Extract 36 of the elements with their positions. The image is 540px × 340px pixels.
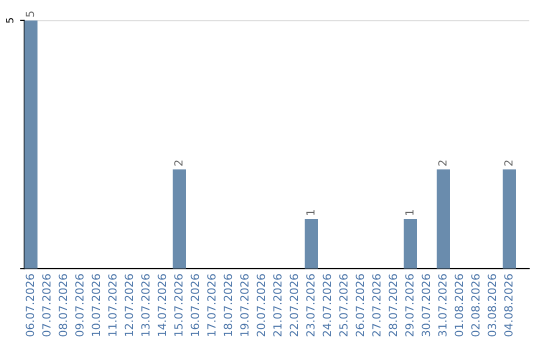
data-label: 2 [504, 160, 512, 166]
x-tick-label: 20.07.2026 [256, 274, 266, 336]
x-tick-label: 21.07.2026 [273, 274, 282, 336]
x-tick-label: 04.08.2026 [504, 274, 513, 336]
x-tick-label: 27.07.2026 [372, 274, 381, 336]
x-tick-label: 29.07.2026 [405, 274, 414, 336]
x-tick-label: 17.07.2026 [207, 274, 216, 336]
x-tick-label: 11.07.2026 [108, 274, 117, 336]
data-label: 2 [174, 160, 182, 166]
x-tick-label: 01.08.2026 [454, 274, 464, 336]
x-tick-label: 19.07.2026 [240, 274, 249, 336]
x-tick-label: 07.07.2026 [42, 274, 51, 336]
x-tick-label: 02.08.2026 [471, 274, 480, 336]
x-tick-label: 10.07.2026 [92, 274, 100, 336]
x-tick-label: 25.07.2026 [339, 274, 348, 336]
x-tick-label: 24.07.2026 [322, 274, 332, 336]
x-tick-label: 12.07.2026 [124, 274, 134, 336]
x-tick-label: 13.07.2026 [141, 274, 150, 336]
data-label: 5 [26, 12, 34, 17]
data-label: 2 [438, 160, 446, 166]
x-tick-label: 31.07.2026 [438, 274, 447, 336]
x-tick-label: 18.07.2026 [224, 274, 232, 336]
x-tick-label: 23.07.2026 [306, 274, 315, 336]
x-tick-label: 09.07.2026 [75, 274, 84, 336]
x-tick-label: 06.07.2026 [26, 274, 34, 336]
x-tick-label: 08.07.2026 [58, 274, 68, 336]
x-tick-label: 22.07.2026 [290, 274, 298, 336]
data-label: 1 [306, 210, 314, 215]
x-tick-label: 14.07.2026 [158, 274, 166, 336]
x-tick-label: 15.07.2026 [174, 274, 183, 336]
data-label: 1 [405, 210, 414, 215]
x-tick-label: 26.07.2026 [356, 274, 364, 336]
x-tick-label: 28.07.2026 [388, 274, 398, 336]
x-tick-label: 03.08.2026 [488, 274, 496, 336]
x-tick-label: 30.07.2026 [422, 274, 430, 336]
x-tick-label: 16.07.2026 [190, 274, 200, 336]
